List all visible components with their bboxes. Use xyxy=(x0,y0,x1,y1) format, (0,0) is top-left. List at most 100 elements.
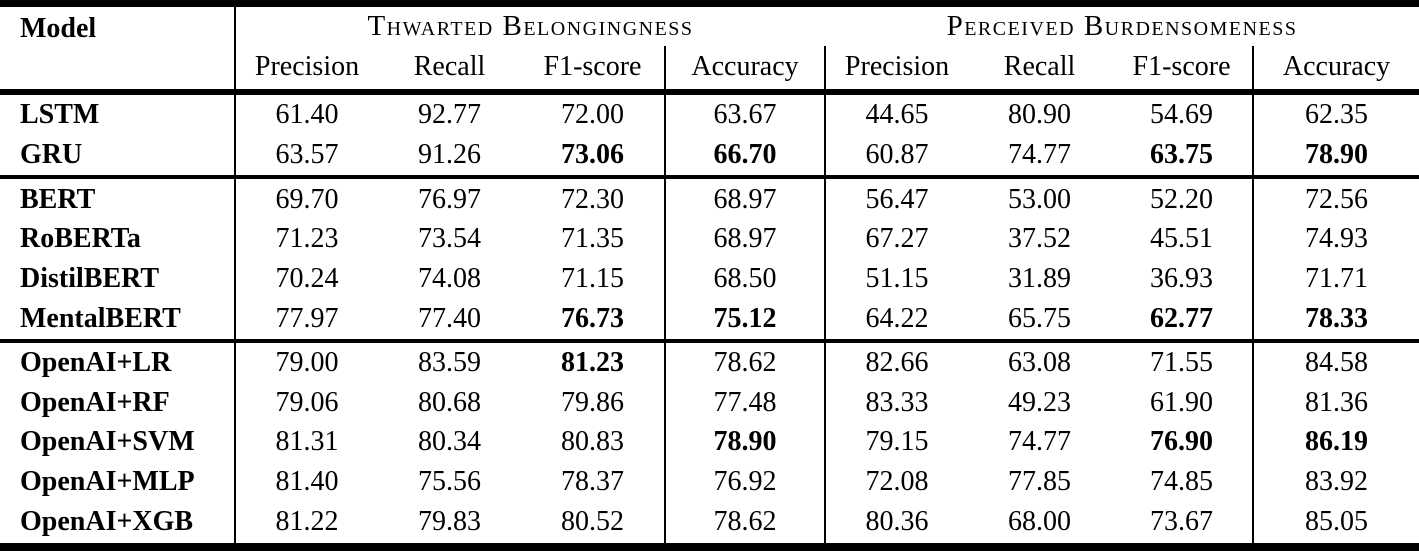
column-header-tb-f1: F1-score xyxy=(521,45,666,92)
metric-value-pb-precision: 56.47 xyxy=(865,183,929,215)
metric-value-tb-f1: 71.15 xyxy=(521,259,666,299)
metric-value-pb-recall: 74.77 xyxy=(1008,139,1072,171)
metric-value-tb-f1: 72.30 xyxy=(521,177,666,220)
table-row: OpenAI+MLP 81.40 75.56 78.37 76.92 72.08 77.85… xyxy=(0,461,1419,502)
metric-value-pb-accuracy: 81.36 xyxy=(1305,386,1369,418)
metric-value-pb-f1: 54.69 xyxy=(1111,91,1255,136)
metric-value-tb-f1: 73.06 xyxy=(521,135,666,178)
metric-value-pb-accuracy: 78.33 xyxy=(1305,302,1369,334)
metric-value-tb-f1: 80.52 xyxy=(521,501,666,547)
model-name: MentalBERT xyxy=(0,298,236,341)
metric-value-tb-recall: 76.97 xyxy=(418,183,481,215)
table-row: OpenAI+XGB 81.22 79.83 80.52 78.62 80.36 68.00… xyxy=(0,501,1419,547)
metric-value-tb-accuracy: 76.92 xyxy=(665,461,827,502)
table-header: Model Thwarted Belongingness Perceived B… xyxy=(0,3,1419,92)
model-name: OpenAI+MLP xyxy=(0,461,236,502)
metric-value-pb-precision: 67.27 xyxy=(865,223,929,255)
metric-value-tb-precision: 79.00 xyxy=(275,346,339,378)
metric-value-pb-accuracy: 78.90 xyxy=(1305,139,1369,171)
metric-value-tb-precision: 77.97 xyxy=(275,302,339,334)
column-header-pb-precision: Precision xyxy=(844,51,950,82)
metric-value-tb-f1: 72.00 xyxy=(521,91,666,136)
model-name: OpenAI+SVM xyxy=(0,422,236,462)
metric-value-pb-f1: 36.93 xyxy=(1111,259,1255,299)
metric-value-pb-accuracy: 71.71 xyxy=(1305,262,1369,294)
table-row: MentalBERT 77.97 77.40 76.73 75.12 64.22 65.75… xyxy=(0,298,1419,341)
metric-value-pb-f1: 73.67 xyxy=(1111,501,1255,547)
metric-value-tb-accuracy: 75.12 xyxy=(665,298,827,341)
section-openai-models: OpenAI+LR 79.00 83.59 81.23 78.62 82.66 63.08 7… xyxy=(0,340,1419,547)
metric-header-row: Precision Recall F1-score Accuracy Preci… xyxy=(0,45,1419,92)
group-title-perceived-burdensomeness: Perceived Burdensomeness xyxy=(946,9,1298,42)
metric-value-tb-precision: 61.40 xyxy=(275,98,339,130)
metric-value-tb-accuracy: 78.62 xyxy=(665,501,827,547)
metric-value-tb-accuracy: 66.70 xyxy=(665,135,827,178)
metric-value-tb-accuracy: 63.67 xyxy=(665,91,827,136)
model-name: OpenAI+XGB xyxy=(0,501,236,547)
metric-value-pb-recall: 31.89 xyxy=(1008,262,1072,294)
model-name: DistilBERT xyxy=(0,259,236,299)
column-header-pb-f1: F1-score xyxy=(1111,45,1255,92)
group-header-row: Model Thwarted Belongingness Perceived B… xyxy=(0,3,1419,92)
model-column-header: Model xyxy=(0,3,236,92)
model-name: LSTM xyxy=(0,91,236,136)
column-header-tb-precision: Precision xyxy=(254,51,360,82)
metric-value-pb-precision: 80.36 xyxy=(865,505,929,537)
metric-value-pb-accuracy: 83.92 xyxy=(1305,465,1369,497)
metric-value-pb-precision: 64.22 xyxy=(865,302,929,334)
metric-value-pb-precision: 82.66 xyxy=(865,346,929,378)
metric-value-pb-accuracy: 84.58 xyxy=(1305,346,1369,378)
metric-value-pb-precision: 72.08 xyxy=(865,465,929,497)
metric-value-pb-accuracy: 86.19 xyxy=(1305,426,1369,458)
metric-value-pb-f1: 63.75 xyxy=(1111,135,1255,178)
metric-value-tb-precision: 79.06 xyxy=(275,386,339,418)
model-name: GRU xyxy=(0,135,236,178)
metric-value-tb-recall: 73.54 xyxy=(418,223,481,255)
metric-value-tb-accuracy: 77.48 xyxy=(665,383,827,423)
metric-value-pb-recall: 53.00 xyxy=(1008,183,1072,215)
section-bert-models: BERT 69.70 76.97 72.30 68.97 56.47 53.00 52.20 7… xyxy=(0,177,1419,341)
metric-value-pb-f1: 74.85 xyxy=(1111,461,1255,502)
column-header-tb-accuracy: Accuracy xyxy=(665,45,827,92)
table-row: OpenAI+LR 79.00 83.59 81.23 78.62 82.66 63.08 7… xyxy=(0,340,1419,384)
table-row: DistilBERT 70.24 74.08 71.15 68.50 51.15 31.89… xyxy=(0,259,1419,299)
table-row: BERT 69.70 76.97 72.30 68.97 56.47 53.00 52.20 7… xyxy=(0,177,1419,220)
metric-value-tb-recall: 75.56 xyxy=(418,465,481,497)
metric-value-pb-recall: 68.00 xyxy=(1008,505,1072,537)
metric-value-pb-precision: 51.15 xyxy=(865,262,929,294)
metric-value-pb-accuracy: 72.56 xyxy=(1305,183,1369,215)
metric-value-tb-accuracy: 68.97 xyxy=(665,219,827,260)
metric-value-tb-accuracy: 78.62 xyxy=(665,340,827,384)
column-header-pb-recall: Recall xyxy=(1003,51,1076,82)
section-rnn-models: LSTM 61.40 92.77 72.00 63.67 44.65 80.90 54.69 6… xyxy=(0,91,1419,178)
table-row: LSTM 61.40 92.77 72.00 63.67 44.65 80.90 54.69 6… xyxy=(0,91,1419,136)
metric-value-pb-recall: 65.75 xyxy=(1008,302,1072,334)
metric-value-pb-f1: 62.77 xyxy=(1111,298,1255,341)
metric-value-tb-recall: 74.08 xyxy=(418,262,481,294)
metric-value-pb-recall: 63.08 xyxy=(1008,346,1072,378)
metric-value-tb-accuracy: 68.97 xyxy=(665,177,827,220)
metric-value-tb-f1: 79.86 xyxy=(521,383,666,423)
metric-value-tb-precision: 81.40 xyxy=(275,465,339,497)
metric-value-tb-recall: 77.40 xyxy=(418,302,481,334)
metric-value-tb-precision: 70.24 xyxy=(275,262,339,294)
metric-value-pb-precision: 44.65 xyxy=(865,98,929,130)
metric-value-tb-precision: 63.57 xyxy=(275,139,339,171)
model-name: OpenAI+RF xyxy=(0,383,236,423)
table-row: RoBERTa 71.23 73.54 71.35 68.97 67.27 37.52 45.… xyxy=(0,219,1419,260)
column-header-tb-recall: Recall xyxy=(413,51,486,82)
metric-value-pb-f1: 61.90 xyxy=(1111,383,1255,423)
metric-value-pb-recall: 37.52 xyxy=(1008,223,1072,255)
model-name: RoBERTa xyxy=(0,219,236,260)
metric-value-pb-accuracy: 85.05 xyxy=(1305,505,1369,537)
column-header-pb-accuracy: Accuracy xyxy=(1282,51,1391,82)
metric-value-tb-recall: 92.77 xyxy=(418,98,481,130)
metric-value-tb-accuracy: 68.50 xyxy=(665,259,827,299)
metric-value-pb-f1: 76.90 xyxy=(1111,422,1255,462)
metric-value-tb-precision: 81.31 xyxy=(275,426,339,458)
metric-value-pb-f1: 71.55 xyxy=(1111,340,1255,384)
metric-value-tb-recall: 83.59 xyxy=(418,346,481,378)
metric-value-pb-recall: 80.90 xyxy=(1008,98,1072,130)
metric-value-tb-recall: 80.68 xyxy=(418,386,481,418)
